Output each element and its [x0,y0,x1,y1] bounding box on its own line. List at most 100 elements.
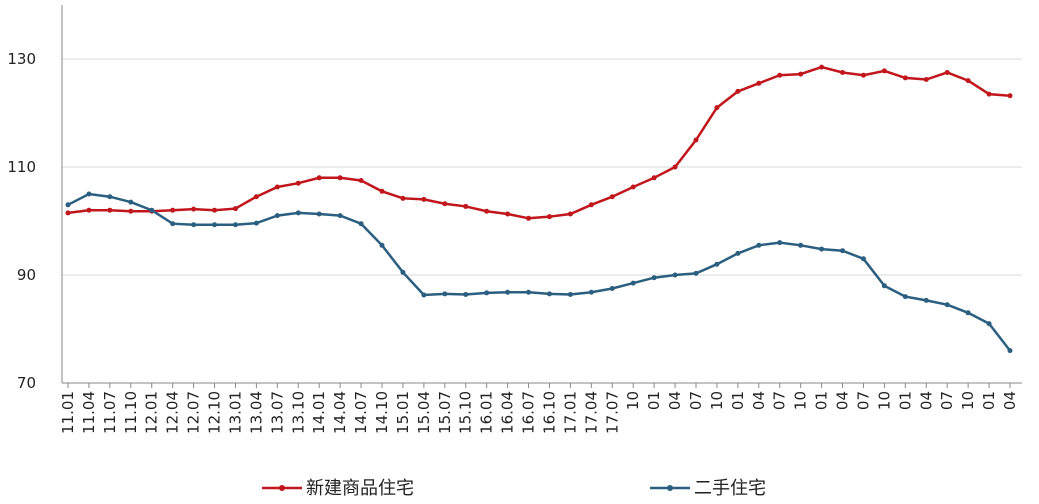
x-tick-label: 15.10 [457,391,475,434]
point [505,289,511,295]
series-line [67,192,1011,352]
point [505,211,511,217]
point [65,210,71,216]
point [295,180,301,186]
y-tick-label: 90 [17,266,36,284]
x-tick-label: 15.01 [394,391,412,434]
point [316,211,322,217]
point [379,188,385,194]
point [965,78,971,84]
point [274,213,280,219]
point [253,194,259,200]
legend-label: 二手住宅 [694,478,766,499]
point [672,164,678,170]
point [107,207,113,213]
x-tick-label: 12.10 [206,391,224,434]
point [777,72,783,78]
point [526,215,532,221]
point [902,294,908,300]
point [421,292,427,298]
series-line [67,65,1011,220]
point [212,207,218,213]
point [840,70,846,75]
point [651,175,657,181]
point [798,242,804,248]
point [295,210,301,216]
x-tick-label: 14.10 [373,391,391,434]
point [1007,93,1013,99]
x-tick-label: 10 [875,391,893,410]
point [965,310,971,316]
y-tick-label: 130 [7,50,36,68]
legend-marker [667,485,673,491]
point [798,71,804,77]
x-tick-label: 11.01 [59,391,77,434]
point [232,222,238,228]
x-tick-label: 16.07 [520,391,538,434]
point [421,196,427,202]
x-tick-label: 04 [666,391,684,410]
point [526,289,532,295]
x-tick-label: 16.01 [478,391,496,434]
point [756,242,762,248]
x-tick-label: 10 [624,391,642,410]
x-tick-label: 11.04 [80,391,98,434]
point [819,246,825,252]
point [546,214,552,220]
point [986,91,992,97]
x-tick-label: 13.07 [268,391,286,434]
x-tick-label: 15.04 [415,391,433,434]
point [442,201,448,207]
point [379,242,385,248]
point [212,222,218,228]
x-tick-label: 04 [917,391,935,410]
point [840,248,846,254]
point [693,270,699,276]
x-tick-label: 04 [750,391,768,410]
point [567,211,573,217]
point [463,291,469,297]
x-tick-label: 17.04 [582,391,600,434]
point [819,64,825,70]
x-tick-label: 01 [980,391,998,410]
point [986,321,992,327]
point [232,206,238,212]
point [400,195,406,201]
point [128,199,134,205]
point [756,80,762,86]
x-tick-label: 13.01 [226,391,244,434]
x-tick-label: 12.01 [143,391,161,434]
point [902,75,908,81]
x-tick-label: 14.07 [352,391,370,434]
x-tick-label: 13.04 [247,391,265,434]
point [944,70,950,75]
point [274,184,280,190]
x-tick-label: 11.07 [101,391,119,434]
point [630,184,636,190]
point [567,291,573,297]
x-tick-label: 15.07 [436,391,454,434]
point [735,250,741,256]
x-tick-label: 13.10 [289,391,307,434]
point [672,272,678,278]
point [149,207,155,213]
point [358,221,364,227]
point [588,289,594,295]
point [442,291,448,297]
point [881,68,887,74]
point [400,269,406,275]
point [86,207,92,213]
point [651,275,657,281]
x-tick-label: 07 [938,391,956,410]
x-tick-label: 07 [771,391,789,410]
x-tick-label: 01 [896,391,914,410]
y-tick-label: 110 [7,158,36,176]
x-tick-label: 17.01 [561,391,579,434]
x-tick-label: 16.10 [540,391,558,434]
point [546,291,552,297]
x-tick-label: 12.04 [164,391,182,434]
point [944,302,950,308]
point [630,280,636,286]
x-tick-label: 11.10 [122,391,140,434]
